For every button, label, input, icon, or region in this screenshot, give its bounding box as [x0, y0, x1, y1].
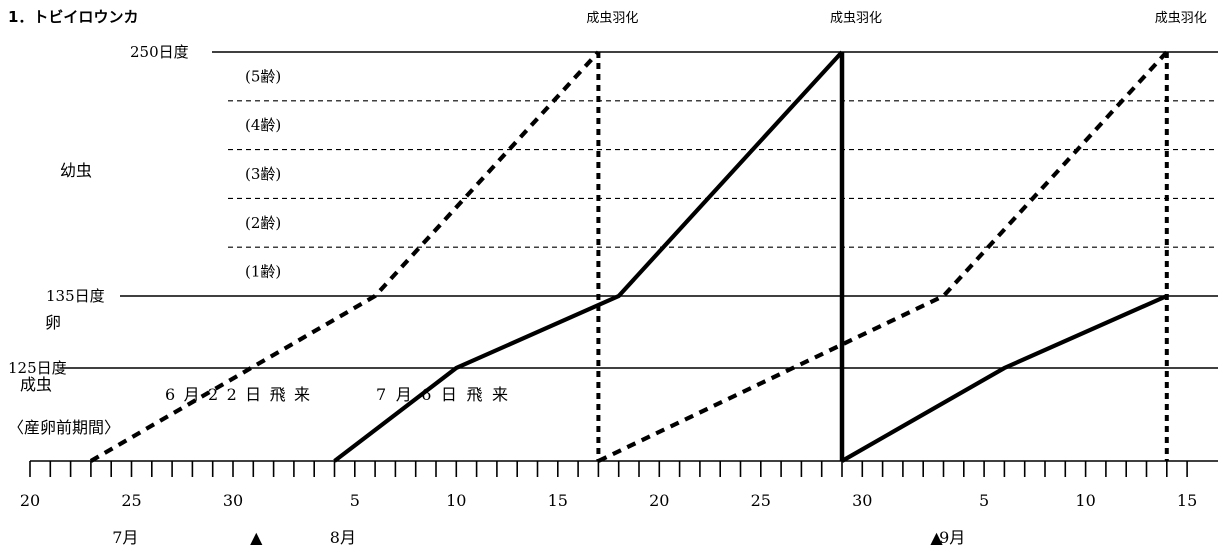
emergence-label-1: 成虫羽化	[586, 11, 638, 26]
emergence-label-2: 成虫羽化	[830, 11, 882, 26]
instar-label-5: (5齢)	[245, 67, 281, 85]
series-label-jun22: 6月22日飛来	[165, 385, 310, 404]
stage-label-adult: 成虫	[20, 375, 52, 394]
x-tick-label-9: 30	[852, 491, 872, 510]
series-line-4	[840, 294, 1168, 463]
instar-label-4: (4齢)	[245, 116, 281, 134]
instar-label-1: (1齢)	[245, 263, 281, 281]
x-tick-label-3: 30	[223, 491, 243, 510]
stage-label-nymph: 幼虫	[60, 161, 92, 180]
x-tick-label-10: 5	[979, 491, 989, 510]
x-tick-label-4: 5	[350, 491, 360, 510]
level-grid: 250日度135日度125日度(5齢)(4齢)(3齢)(2齢)(1齢)成虫羽化成…	[8, 11, 1218, 461]
stage-label-preoviposition: 〈産卵前期間〉	[8, 418, 120, 437]
stage-label-egg: 卵	[45, 313, 61, 332]
level-label-135: 135日度	[46, 287, 105, 305]
series-line-2	[333, 50, 844, 463]
x-tick-label-11: 10	[1075, 491, 1095, 510]
month-label-2: 8月	[330, 528, 356, 547]
arrival-marker-1: ▲	[250, 528, 263, 547]
chart-title: 1．トビイロウンカ	[8, 8, 138, 26]
month-label-1: 7月	[112, 528, 138, 547]
x-tick-label-6: 15	[548, 491, 568, 510]
x-tick-label-7: 20	[649, 491, 669, 510]
x-tick-label-2: 25	[121, 491, 141, 510]
instar-label-3: (3齢)	[245, 165, 281, 183]
series-line-3	[597, 50, 1169, 463]
level-label-250: 250日度	[130, 43, 189, 61]
x-tick-label-5: 10	[446, 491, 466, 510]
series-label-jul6: 7月6日飛来	[376, 385, 508, 404]
x-tick-label-1: 20	[20, 491, 40, 510]
x-tick-label-12: 15	[1177, 491, 1197, 510]
emergence-label-3: 成虫羽化	[1155, 11, 1207, 26]
x-tick-label-8: 25	[751, 491, 771, 510]
level-label-125: 125日度	[8, 359, 67, 377]
arrival-marker-2: ▲	[930, 528, 943, 547]
instar-label-2: (2齢)	[245, 214, 281, 232]
series-lines	[89, 50, 1169, 463]
month-label-3: 9月	[939, 528, 965, 547]
series-line-1	[89, 50, 600, 463]
